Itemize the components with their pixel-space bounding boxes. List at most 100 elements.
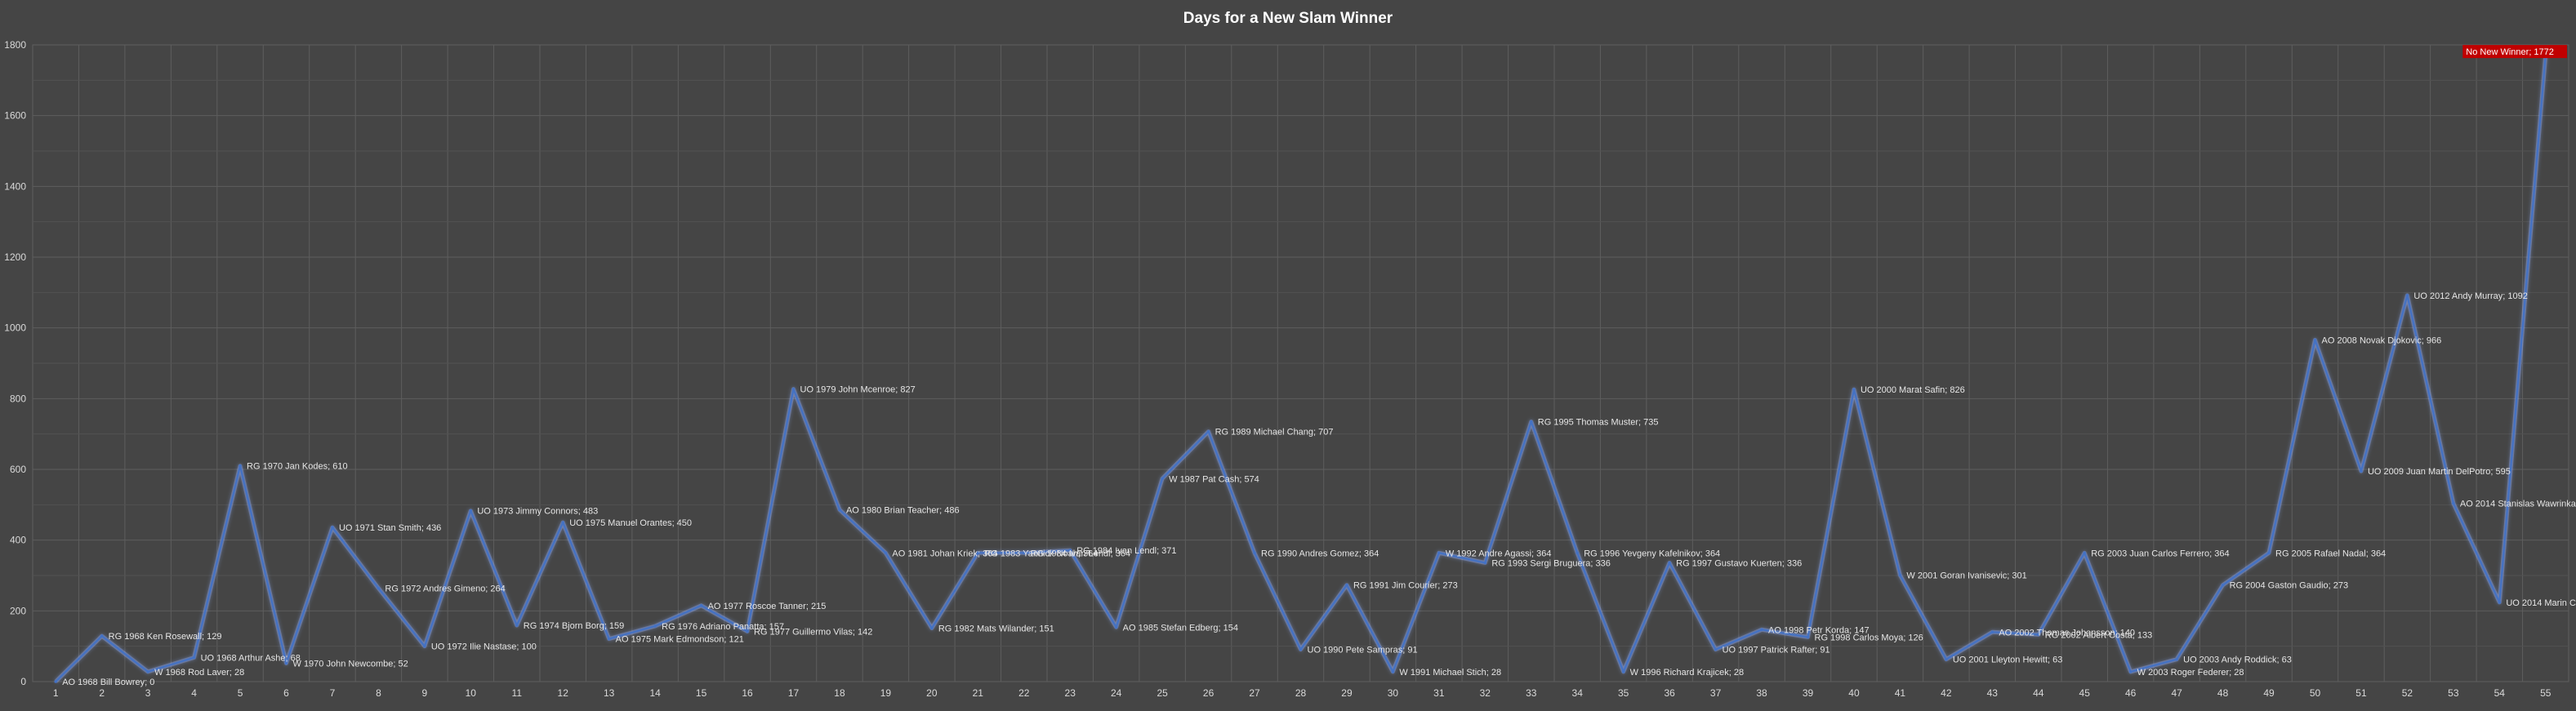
data-point xyxy=(1068,549,1072,553)
x-tick-label: 38 xyxy=(1756,687,1767,699)
data-label: RG 1984 Ivan Lendl; 371 xyxy=(1076,546,1176,556)
data-point xyxy=(607,637,611,641)
x-tick-label: 40 xyxy=(1848,687,1860,699)
data-label-layer: AO 1968 Bill Bowrey; 0 RG 1968 Ken Rosewa… xyxy=(62,45,2576,687)
x-tick-label: 9 xyxy=(422,687,428,699)
y-tick-label: 200 xyxy=(10,605,26,616)
x-tick-label: 2 xyxy=(99,687,105,699)
data-point xyxy=(2128,670,2133,673)
data-point xyxy=(284,661,288,665)
x-tick-label: 10 xyxy=(466,687,477,699)
data-label: UO 1975 Manuel Orantes; 450 xyxy=(569,518,692,528)
x-tick-label: 24 xyxy=(1111,687,1122,699)
data-point xyxy=(1668,561,1671,565)
data-point xyxy=(54,680,58,683)
data-point xyxy=(699,604,703,607)
data-label: RG 1982 Mats Wilander; 151 xyxy=(938,624,1054,634)
data-label: RG 2002 Albert Costa; 133 xyxy=(2045,630,2152,640)
chart-title: Days for a New Slam Winner xyxy=(1183,10,1393,27)
data-label: UO 2001 Lleyton Hewitt; 63 xyxy=(1953,655,2063,665)
data-label: RG 1983 Yannick Noah; 364 xyxy=(984,549,1098,558)
data-point xyxy=(192,655,196,660)
data-label: RG 1989 Michael Chang; 707 xyxy=(1215,428,1334,438)
data-label: RG 1998 Carlos Moya; 126 xyxy=(1815,633,1923,642)
data-point xyxy=(100,634,104,638)
x-tick-label: 7 xyxy=(330,687,336,699)
x-tick-label: 20 xyxy=(926,687,938,699)
data-label: RG 1993 Sergi Bruguera; 336 xyxy=(1491,558,1611,568)
data-point xyxy=(377,586,381,590)
data-point xyxy=(1898,573,1902,577)
x-tick-label: 44 xyxy=(2033,687,2044,699)
data-point xyxy=(1161,477,1164,481)
x-tick-label: 12 xyxy=(558,687,569,699)
x-tick-label: 49 xyxy=(2263,687,2275,699)
data-label: AO 2014 Stanislas Wawrinka; 504 xyxy=(2460,500,2576,509)
x-tick-label: 4 xyxy=(191,687,197,699)
data-label: RG 1970 Jan Kodes; 610 xyxy=(247,462,348,472)
y-tick-label: 1000 xyxy=(4,322,26,334)
x-tick-label: 1 xyxy=(53,687,59,699)
data-label: W 1987 Pat Cash; 574 xyxy=(1169,474,1259,484)
data-point xyxy=(1345,583,1348,587)
data-point xyxy=(2360,469,2363,473)
highlight-label-box xyxy=(2462,45,2567,59)
data-label: AO 1977 Roscoe Tanner; 215 xyxy=(708,602,827,611)
data-point xyxy=(1022,551,1026,555)
data-label: RG 1990 Andres Gomez; 364 xyxy=(1261,549,1379,558)
data-label: AO 2002 Thomas Johansson; 140 xyxy=(1999,628,2135,638)
data-label: RG 1976 Adriano Panatta; 157 xyxy=(662,622,784,632)
data-point xyxy=(1852,388,1856,391)
data-label: RG 1974 Bjorn Borg; 159 xyxy=(524,621,625,631)
x-tick-label: 22 xyxy=(1018,687,1030,699)
x-tick-label: 45 xyxy=(2079,687,2091,699)
y-tick-label: 1200 xyxy=(4,251,26,263)
data-point xyxy=(561,521,565,524)
data-point xyxy=(1391,670,1395,673)
data-point xyxy=(1575,551,1580,555)
data-label: UO 1973 Jimmy Connors; 483 xyxy=(477,507,598,517)
x-tick-label: 48 xyxy=(2217,687,2229,699)
x-tick-label: 51 xyxy=(2355,687,2367,699)
data-label: AO 1980 Brian Teacher; 486 xyxy=(846,505,960,515)
data-point xyxy=(1760,628,1763,632)
y-tick-label: 1400 xyxy=(4,180,26,192)
data-label: RG 1991 Jim Courier; 273 xyxy=(1353,581,1458,591)
x-tick-label: 25 xyxy=(1157,687,1168,699)
data-label: W 1968 Rod Laver; 28 xyxy=(154,668,244,678)
data-label: W 2001 Goran Ivanisevic; 301 xyxy=(1906,571,2026,581)
x-tick-label: 17 xyxy=(788,687,800,699)
x-tick-label: 36 xyxy=(1664,687,1675,699)
x-tick-label: 47 xyxy=(2171,687,2182,699)
data-point xyxy=(423,644,426,648)
y-tick-label: 800 xyxy=(10,393,26,404)
data-label: AO 1981 Johan Kriek; 364 xyxy=(892,549,997,558)
data-point xyxy=(1529,420,1533,424)
data-label: RG 1996 Yevgeny Kafelnikov; 364 xyxy=(1584,549,1720,558)
data-label: RG 1984 Ivan Lendl; 364 xyxy=(1031,549,1130,558)
x-tick-label: 13 xyxy=(604,687,615,699)
data-label: AO 1968 Bill Bowrey; 0 xyxy=(62,678,154,687)
data-label: UO 2014 Marin Cilic; 224 xyxy=(2506,598,2576,608)
x-tick-label: 23 xyxy=(1065,687,1076,699)
data-label: UO 2012 Andy Murray; 1092 xyxy=(2413,291,2527,301)
x-tick-label: 46 xyxy=(2125,687,2137,699)
data-point xyxy=(2175,657,2178,661)
x-tick-label: 41 xyxy=(1895,687,1906,699)
data-label: RG 2004 Gaston Gaudio; 273 xyxy=(2230,581,2349,591)
data-label: W 1996 Richard Krajicek; 28 xyxy=(1630,668,1744,678)
data-point xyxy=(653,624,657,628)
data-label: W 1970 John Newcombe; 52 xyxy=(293,659,408,669)
data-point xyxy=(838,508,841,512)
data-label: UO 1997 Patrick Rafter; 91 xyxy=(1723,646,1830,655)
data-point xyxy=(2452,501,2455,505)
data-label: UO 1979 John Mcenroe; 827 xyxy=(800,385,916,395)
data-point xyxy=(2221,583,2225,587)
data-label: RG 2005 Rafael Nadal; 364 xyxy=(2275,549,2386,558)
x-tick-label: 6 xyxy=(283,687,289,699)
data-point xyxy=(331,526,334,529)
y-tick-label: 400 xyxy=(10,535,26,546)
